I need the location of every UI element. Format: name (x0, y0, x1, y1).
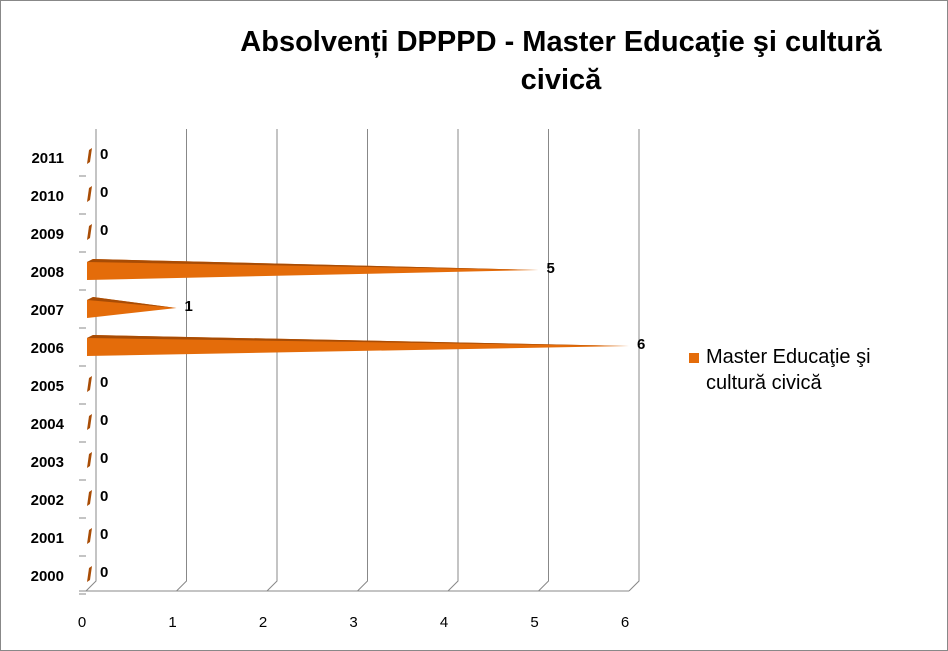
bar (87, 259, 539, 280)
grid-line (447, 129, 459, 592)
y-tick-label: 2009 (31, 226, 64, 243)
legend-key (689, 353, 699, 363)
y-tick-label: 2003 (31, 454, 64, 471)
bar (87, 566, 92, 582)
x-tick-label: 5 (530, 614, 538, 631)
data-label: 0 (100, 450, 108, 467)
bar (87, 297, 177, 318)
legend: Master Educaţie şi cultură civică (689, 344, 889, 396)
grid-line (85, 129, 97, 592)
legend-label: Master Educaţie şi cultură civică (706, 346, 871, 394)
data-label: 0 (100, 184, 108, 201)
data-label: 0 (100, 412, 108, 429)
x-tick-label: 3 (349, 614, 357, 631)
data-label: 0 (100, 374, 108, 391)
y-tick-label: 2002 (31, 492, 64, 509)
bar (87, 452, 92, 468)
data-label: 1 (185, 298, 193, 315)
x-tick-label: 6 (621, 614, 629, 631)
grid-line (357, 129, 368, 592)
y-tick-label: 2006 (31, 340, 64, 357)
grid-line (538, 129, 549, 592)
bar (87, 414, 92, 430)
y-tick-label: 2007 (31, 302, 64, 319)
x-tick-label: 4 (440, 614, 448, 631)
chart-title: Absolvenți DPPPD - Master Educaţie şi cu… (240, 26, 882, 96)
grid-line (176, 129, 187, 592)
x-tick-label: 2 (259, 614, 267, 631)
data-label: 0 (100, 526, 108, 543)
y-tick-label: 2011 (31, 150, 64, 167)
y-tick-label: 2010 (31, 188, 64, 205)
data-label: 0 (100, 146, 108, 163)
data-label: 0 (100, 222, 108, 239)
data-label: 5 (547, 260, 555, 277)
x-tick-label: 0 (78, 614, 86, 631)
bar (87, 335, 629, 356)
data-label: 0 (100, 488, 108, 505)
y-tick-label: 2004 (31, 416, 65, 433)
grid-line (628, 129, 640, 592)
y-tick-label: 2005 (31, 378, 64, 395)
bar (87, 186, 92, 202)
bar (87, 376, 92, 392)
grid-line (266, 129, 278, 592)
bar (87, 224, 92, 240)
data-label: 6 (637, 336, 645, 353)
bar (87, 148, 92, 164)
bar (87, 490, 92, 506)
y-tick-label: 2008 (31, 264, 64, 281)
y-tick-label: 2000 (31, 568, 64, 585)
y-tick-label: 2001 (31, 530, 64, 547)
bar (87, 528, 92, 544)
x-tick-label: 1 (168, 614, 176, 631)
data-label: 0 (100, 564, 108, 581)
